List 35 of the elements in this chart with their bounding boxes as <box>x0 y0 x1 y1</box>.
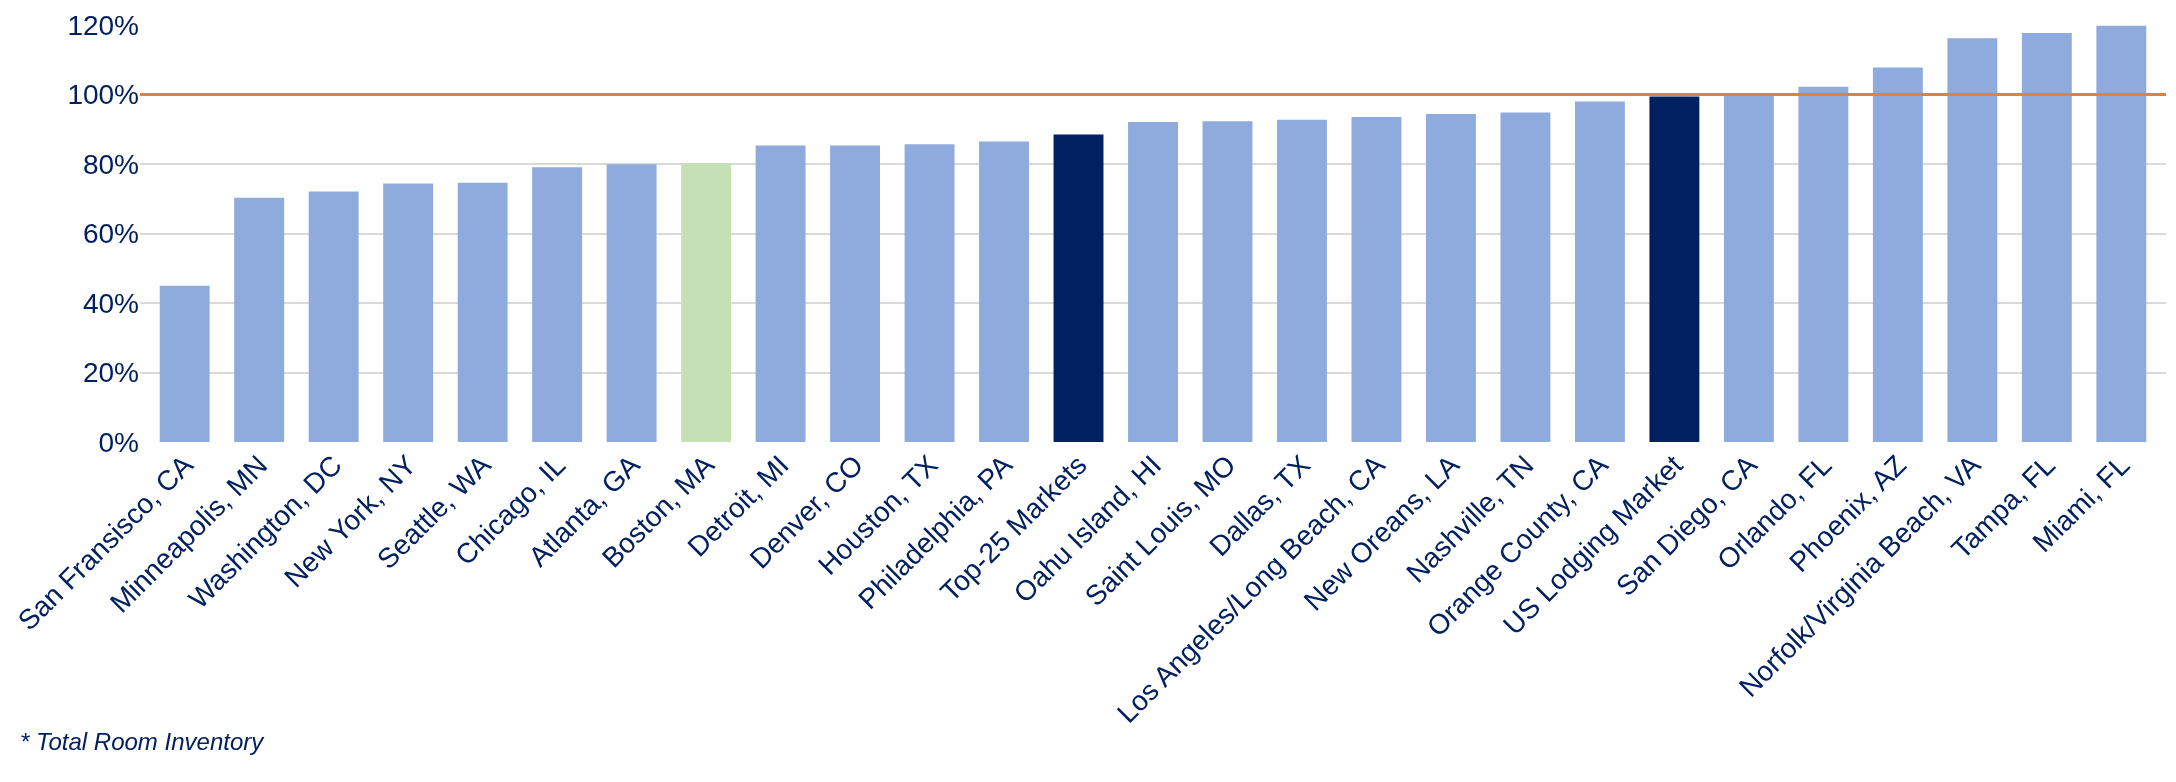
y-tick-label: 80% <box>82 148 139 180</box>
bar <box>1053 134 1104 442</box>
bar <box>532 167 583 442</box>
bar <box>2096 25 2147 442</box>
bar <box>1500 112 1551 442</box>
bar <box>681 162 732 442</box>
bar <box>234 197 285 442</box>
bar <box>1128 121 1178 442</box>
bar <box>159 285 210 442</box>
y-tick-label: 120% <box>67 9 139 41</box>
bar <box>755 145 806 442</box>
text: * Total Room Inventory <box>20 728 266 755</box>
bar <box>1425 113 1476 442</box>
y-tick-label: 20% <box>82 357 139 389</box>
bar <box>979 141 1029 442</box>
bar <box>1351 117 1402 442</box>
bar <box>308 191 359 442</box>
y-tick-label: 100% <box>67 79 139 111</box>
bar <box>904 144 955 442</box>
y-tick-label: 0% <box>98 426 139 458</box>
bar <box>457 182 508 442</box>
bar <box>1872 67 1923 442</box>
bar <box>1798 86 1849 442</box>
bar <box>1574 101 1625 442</box>
y-tick-label: 40% <box>82 287 139 319</box>
y-tick-label: 60% <box>82 218 139 250</box>
bar <box>1649 96 1700 442</box>
bar <box>1947 38 1998 442</box>
bar <box>1277 119 1327 442</box>
bar <box>2021 32 2072 442</box>
bar <box>383 183 434 442</box>
bar <box>830 145 881 442</box>
bar <box>606 164 657 442</box>
bar <box>1723 94 1774 442</box>
bar <box>1202 121 1253 442</box>
